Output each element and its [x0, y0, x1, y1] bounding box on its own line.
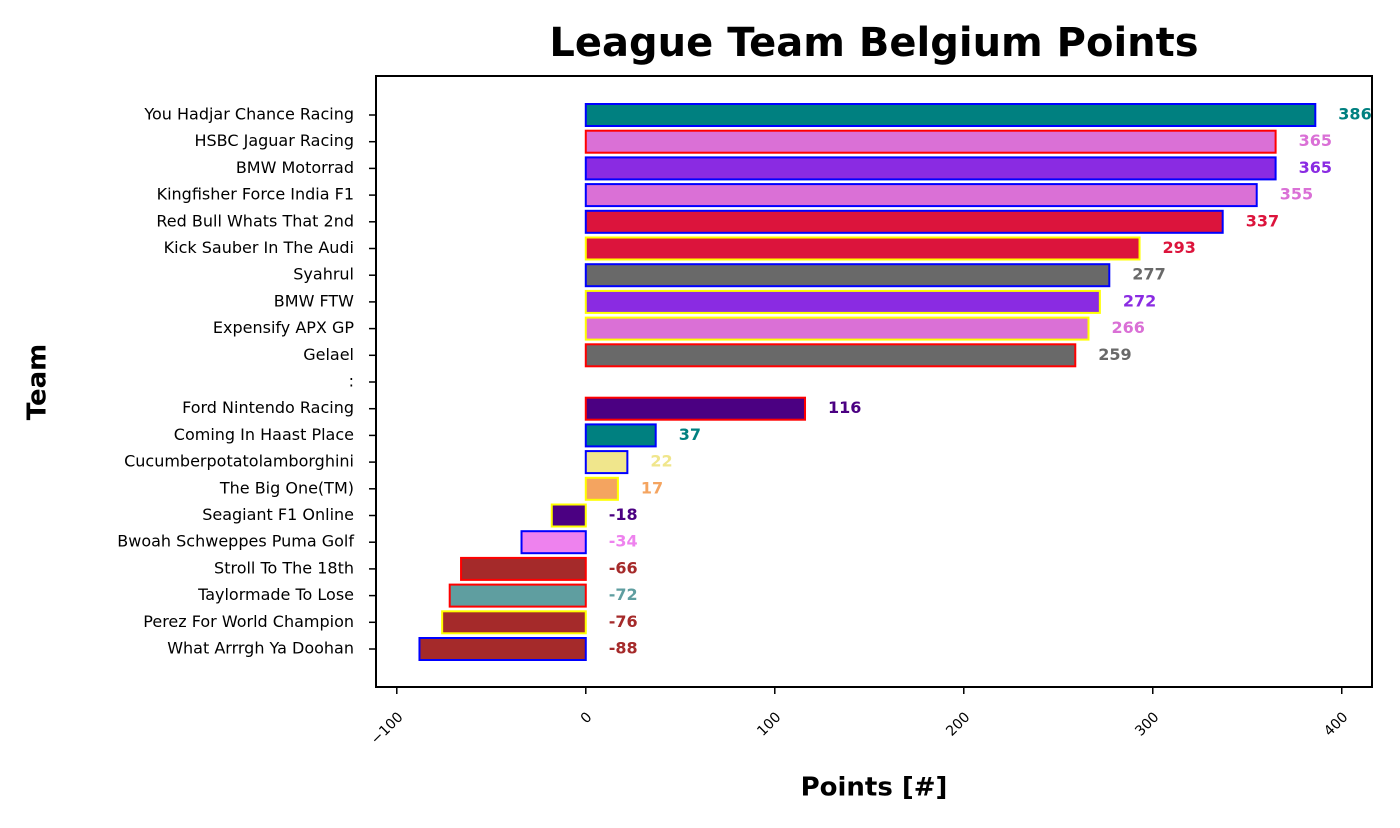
- data-label: 116: [828, 398, 861, 417]
- data-label: 337: [1246, 211, 1279, 230]
- bar: [584, 476, 619, 501]
- bar: [584, 183, 1258, 208]
- data-label: -34: [609, 532, 638, 551]
- bar: [584, 209, 1224, 234]
- y-tick-label: :: [349, 372, 354, 391]
- x-axis-label: Points [#]: [801, 773, 948, 803]
- data-label: 365: [1299, 131, 1332, 150]
- data-label: 22: [650, 452, 672, 471]
- y-tick-label: Red Bull Whats That 2nd: [156, 211, 354, 230]
- y-tick-label: Kingfisher Force India F1: [157, 185, 354, 204]
- y-tick-label: What Arrrgh Ya Doohan: [167, 639, 354, 658]
- bar: [584, 236, 1141, 261]
- bar: [520, 530, 587, 555]
- y-tick-label: Coming In Haast Place: [174, 425, 354, 444]
- bar: [584, 156, 1277, 181]
- data-label: 293: [1163, 238, 1196, 257]
- data-label: -66: [609, 558, 638, 577]
- data-label: -18: [609, 505, 638, 524]
- y-tick-label: Taylormade To Lose: [197, 585, 354, 604]
- y-tick-label: BMW Motorrad: [236, 158, 354, 177]
- y-tick-label: BMW FTW: [274, 291, 354, 310]
- bar: [441, 610, 587, 635]
- data-label: 355: [1280, 185, 1313, 204]
- bar: [584, 316, 1090, 341]
- y-axis-label: Team: [23, 344, 53, 421]
- y-tick-label: Expensify APX GP: [213, 318, 354, 337]
- bar: [584, 263, 1111, 288]
- y-tick-label: You Hadjar Chance Racing: [143, 105, 354, 124]
- bar: [550, 503, 587, 528]
- bar: [460, 556, 587, 581]
- x-tick-label: 200: [943, 709, 973, 739]
- bar: [584, 103, 1317, 127]
- x-tick-label: 300: [1132, 709, 1162, 739]
- bar: [584, 423, 657, 448]
- x-tick-label: −100: [368, 709, 407, 748]
- data-label: -76: [609, 612, 638, 631]
- x-tick-label: 0: [578, 709, 596, 727]
- data-label: 365: [1299, 158, 1332, 177]
- bar: [584, 343, 1077, 368]
- y-tick-label: Syahrul: [293, 265, 354, 284]
- bar: [584, 289, 1101, 314]
- data-label: 272: [1123, 291, 1156, 310]
- bar: [584, 129, 1277, 154]
- data-label: 277: [1132, 265, 1165, 284]
- bar: [418, 637, 587, 661]
- data-label: -88: [609, 639, 638, 658]
- y-tick-label: Gelael: [303, 345, 354, 364]
- bar: [584, 396, 807, 421]
- y-tick-label: Perez For World Champion: [143, 612, 354, 631]
- y-tick-label: Ford Nintendo Racing: [182, 398, 354, 417]
- y-tick-label: HSBC Jaguar Racing: [194, 131, 354, 150]
- data-label: 266: [1112, 318, 1145, 337]
- y-tick-label: Cucumberpotatolamborghini: [124, 452, 354, 471]
- x-tick-label: 100: [754, 709, 784, 739]
- chart-title: League Team Belgium Points: [549, 20, 1198, 66]
- y-tick-label: The Big One(TM): [219, 478, 354, 497]
- y-tick-label: Kick Sauber In The Audi: [164, 238, 354, 257]
- data-label: 37: [679, 425, 701, 444]
- bar: [584, 450, 629, 475]
- data-label: 17: [641, 478, 663, 497]
- x-tick-label: 400: [1321, 709, 1351, 739]
- data-label: 386: [1338, 105, 1371, 124]
- y-tick-label: Stroll To The 18th: [214, 558, 354, 577]
- y-tick-label: Bwoah Schweppes Puma Golf: [117, 532, 354, 551]
- data-label: 259: [1098, 345, 1131, 364]
- bar: [448, 583, 587, 608]
- data-label: -72: [609, 585, 638, 604]
- y-tick-label: Seagiant F1 Online: [202, 505, 354, 524]
